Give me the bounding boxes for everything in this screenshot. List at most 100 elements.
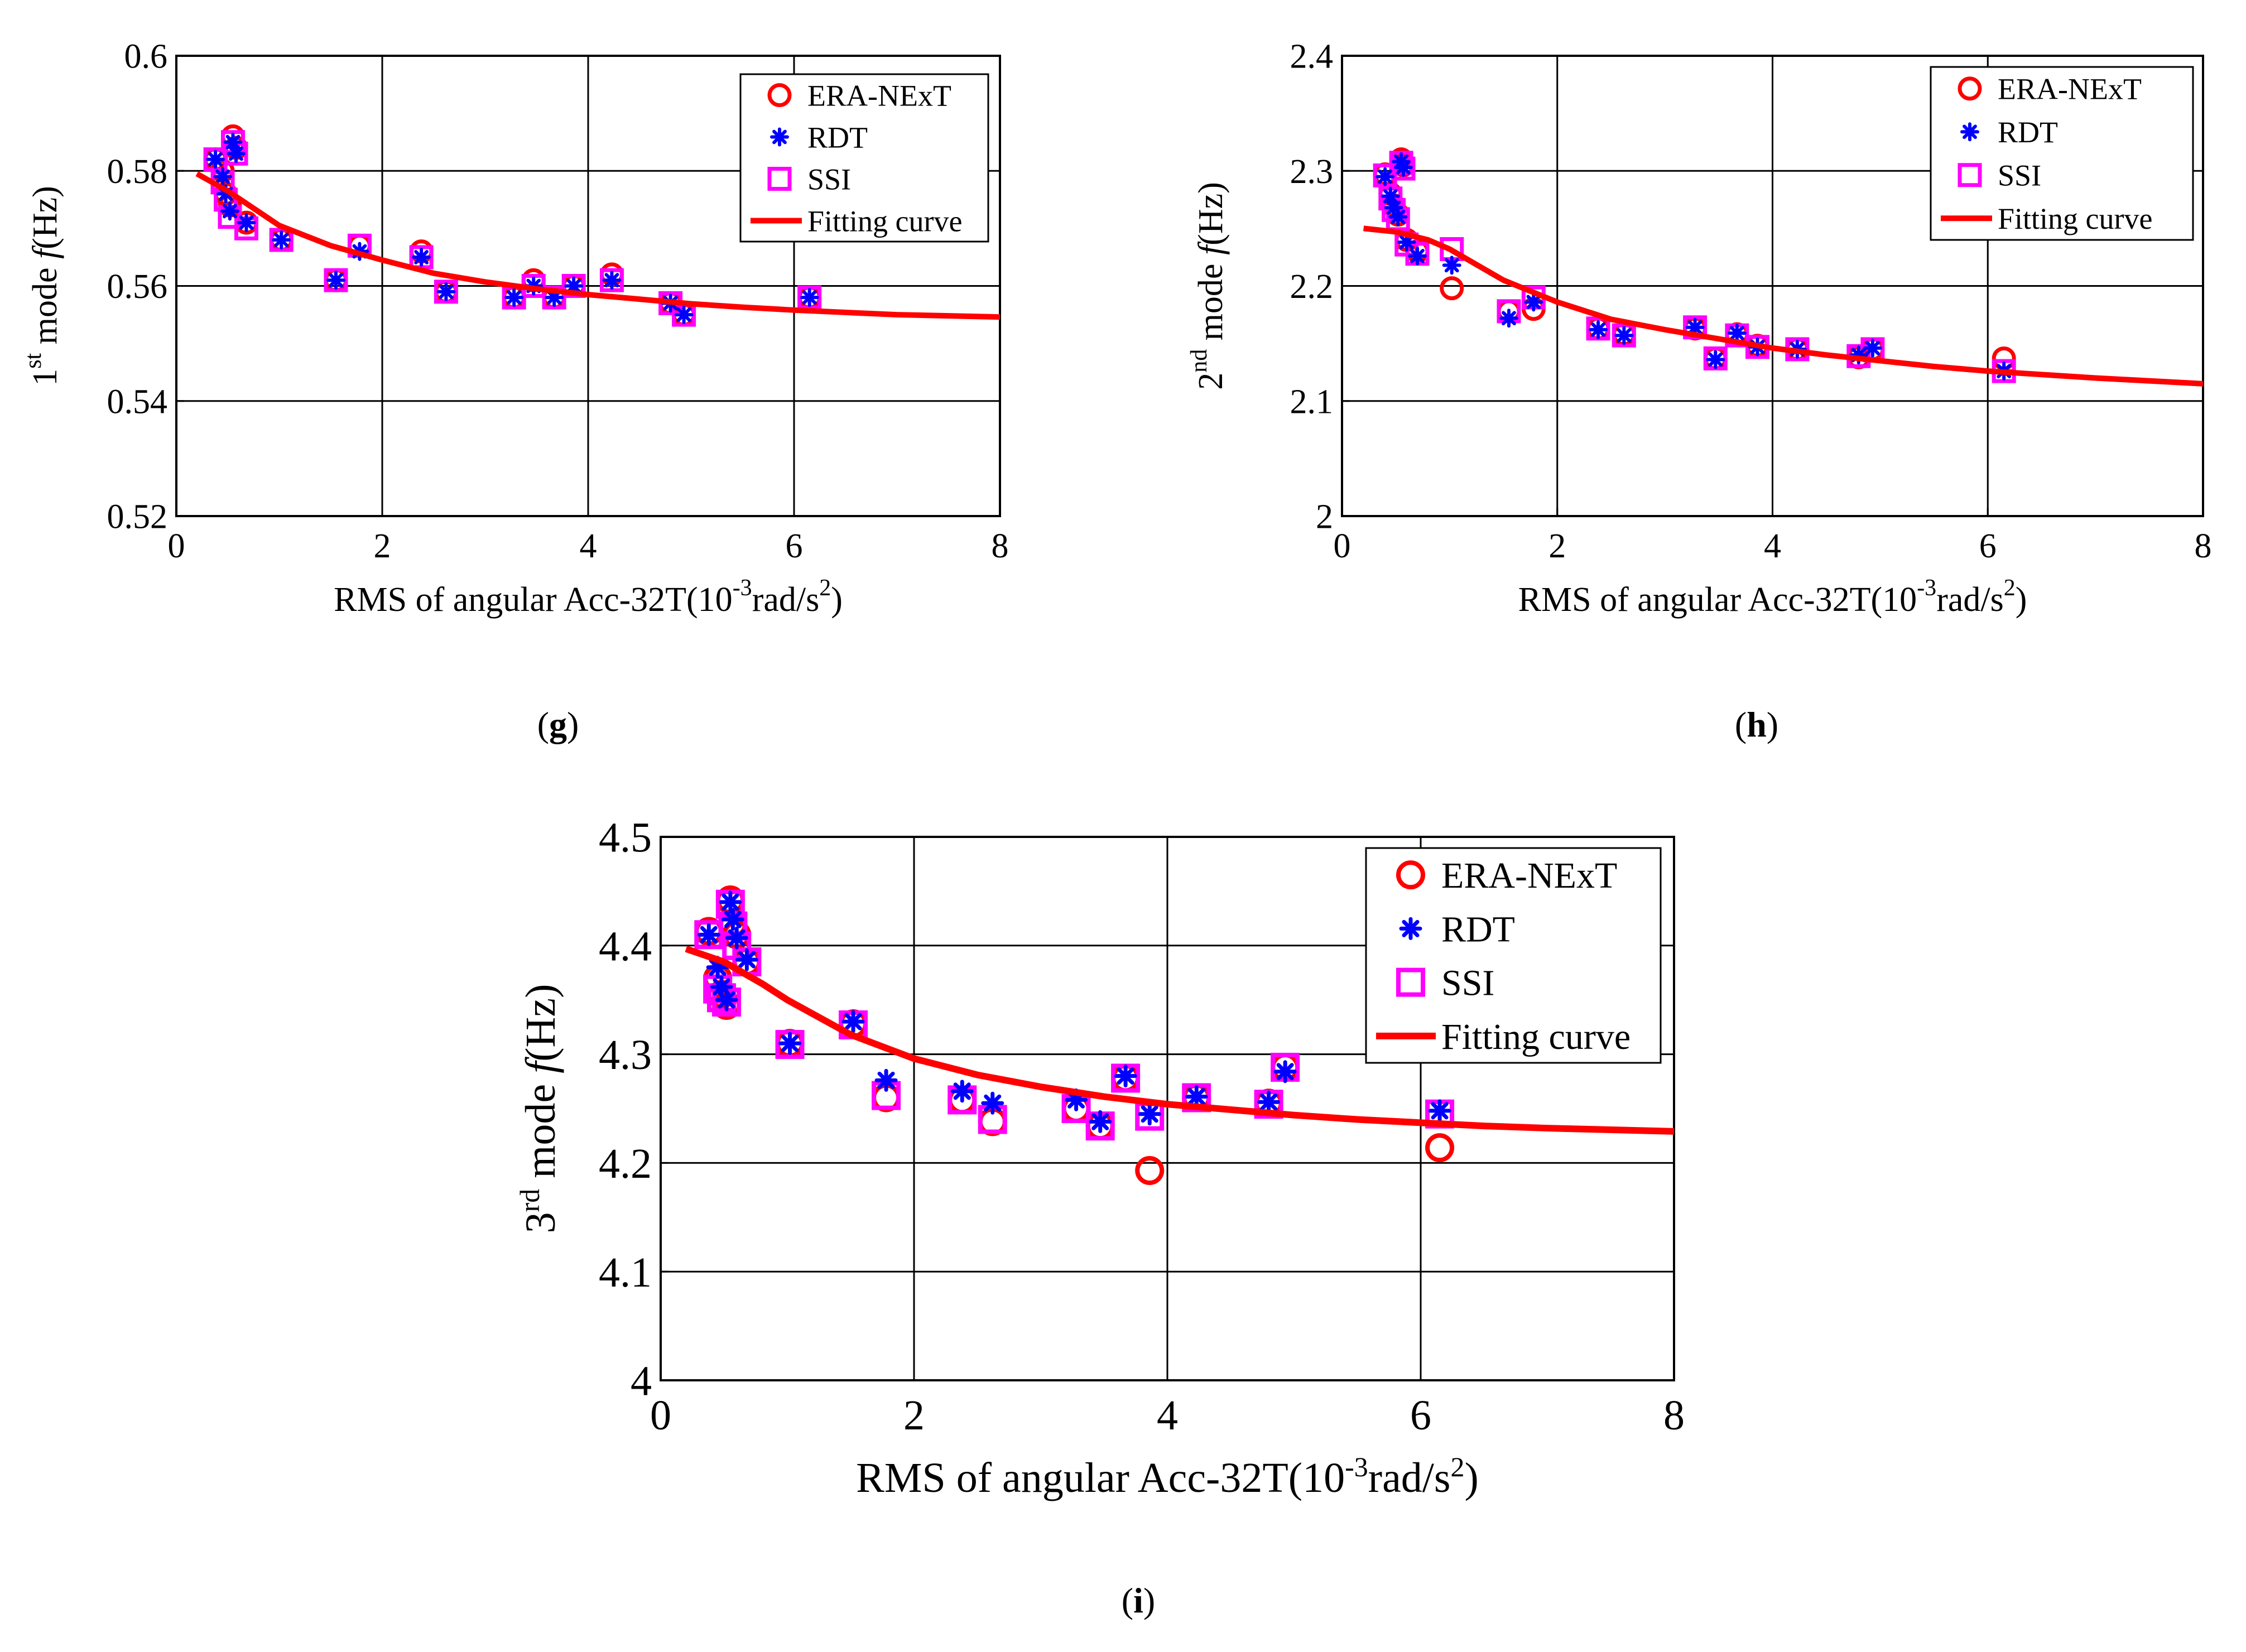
y-tick-label: 0.52	[107, 498, 168, 536]
rdt-point	[841, 1010, 865, 1033]
y-tick-label: 4.2	[599, 1140, 652, 1187]
y-axis-label-pre: 1	[26, 369, 64, 386]
x-tick-label: 4	[580, 527, 597, 565]
rdt-point	[1257, 1090, 1281, 1114]
x-tick-label: 8	[1663, 1392, 1685, 1439]
legend-label: ERA-NExT	[1441, 855, 1617, 896]
rdt-point	[504, 288, 524, 307]
y-tick-label: 2.1	[1290, 383, 1334, 421]
rdt-point	[1273, 1060, 1297, 1083]
rdt-point	[1376, 167, 1395, 186]
x-tick-label: 6	[1979, 527, 1997, 565]
rdt-point	[1114, 1065, 1137, 1088]
rdt-point	[272, 230, 291, 249]
legend-label: ERA-NExT	[807, 79, 951, 112]
legend-rdt-marker	[770, 127, 789, 147]
legend-box	[1365, 847, 1662, 1064]
legend-box	[739, 73, 989, 243]
rdt-point	[874, 1068, 898, 1092]
y-axis-label-mid: mode	[517, 1073, 564, 1189]
legend-label: SSI	[807, 162, 851, 196]
rdt-point	[237, 213, 256, 233]
rdt-point	[1393, 158, 1413, 177]
y-tick-label: 0.58	[107, 153, 168, 191]
x-axis-label-sup2: 2	[819, 575, 831, 601]
rdt-point	[719, 890, 742, 914]
era-next-point	[1440, 276, 1464, 301]
fitting-curve-line	[1363, 225, 2204, 387]
legend-label: Fitting curve	[807, 204, 962, 238]
rdt-point	[1384, 198, 1403, 218]
rdt-point	[710, 975, 733, 999]
rdt-point	[1524, 292, 1543, 312]
x-axis-label-sup: -3	[733, 575, 752, 601]
rdt-point	[697, 923, 720, 946]
y-axis-label: 1st mode f(Hz)	[21, 186, 64, 386]
x-axis-label-sup2: 2	[2004, 575, 2016, 601]
ssi-point	[269, 228, 294, 252]
panel-label-open: (	[1122, 1581, 1133, 1620]
rdt-point	[1614, 326, 1634, 345]
rdt-point	[735, 948, 758, 971]
x-axis-label-main: RMS of angular Acc-32T(10	[334, 581, 733, 619]
legend-rdt-marker	[1960, 122, 1979, 142]
panel-label-close: )	[567, 705, 579, 744]
rdt-point	[1706, 350, 1725, 369]
legend-label: RDT	[1998, 115, 2058, 149]
legend-label: RDT	[1441, 909, 1515, 950]
ssi-point	[561, 274, 586, 298]
rdt-point	[220, 201, 239, 221]
rdt-point	[227, 144, 246, 163]
x-axis-label-end: )	[1465, 1454, 1479, 1501]
ssi-point	[434, 280, 458, 304]
rdt-point	[545, 288, 564, 307]
y-axis-label-sup: nd	[1186, 349, 1212, 373]
rdt-point	[1388, 207, 1408, 227]
x-axis-label-mid: rad/s	[1368, 1454, 1451, 1501]
panel-label-open: (	[1735, 705, 1747, 744]
rdt-point	[1849, 345, 1868, 365]
legend-label: RDT	[807, 121, 868, 154]
rdt-point	[1185, 1085, 1208, 1109]
x-axis-label-mid: rad/s	[1936, 581, 2004, 619]
rdt-point	[1499, 309, 1518, 328]
x-tick-label: 0	[1334, 527, 1351, 565]
rdt-point	[564, 276, 584, 296]
rdt-point	[778, 1032, 802, 1055]
legend: ERA-NExT RDT SSI Fitting curve	[1930, 66, 2194, 241]
rdt-point	[1685, 317, 1705, 337]
y-axis-label-sup: st	[21, 353, 46, 368]
legend-rdt-marker	[1399, 917, 1422, 940]
rdt-point	[1138, 1102, 1161, 1126]
rdt-point	[1392, 152, 1411, 171]
ssi-point	[324, 268, 348, 292]
ssi-point	[599, 268, 624, 292]
y-tick-label: 4.1	[599, 1249, 652, 1296]
rdt-point	[1863, 338, 1882, 358]
era-next-point	[1425, 1133, 1455, 1163]
x-axis-label-sup2: 2	[1451, 1451, 1465, 1482]
rdt-point	[1442, 256, 1461, 275]
ssi-point	[797, 285, 822, 310]
y-axis-label: 3rd mode f(Hz)	[514, 984, 564, 1234]
panel-label: (g)	[537, 705, 579, 744]
rdt-point	[216, 184, 235, 204]
legend-label: SSI	[1441, 963, 1494, 1004]
y-tick-label: 2.4	[1290, 38, 1334, 76]
y-axis-label-pre: 3	[517, 1212, 564, 1233]
series-rdt	[697, 890, 1451, 1133]
x-tick-label: 0	[650, 1392, 671, 1439]
y-axis-label-mid: mode	[26, 259, 64, 353]
rdt-point	[1065, 1088, 1088, 1111]
x-tick-label: 4	[1157, 1392, 1178, 1439]
rdt-point	[436, 282, 456, 301]
rdt-point	[715, 988, 738, 1012]
ssi-point	[409, 245, 434, 269]
x-tick-label: 6	[786, 527, 803, 565]
y-axis-label: 2nd mode f(Hz)	[1186, 182, 1230, 390]
panel-label: (h)	[1735, 705, 1778, 744]
y-tick-label: 4.5	[599, 815, 652, 861]
x-tick-label: 2	[1548, 527, 1566, 565]
